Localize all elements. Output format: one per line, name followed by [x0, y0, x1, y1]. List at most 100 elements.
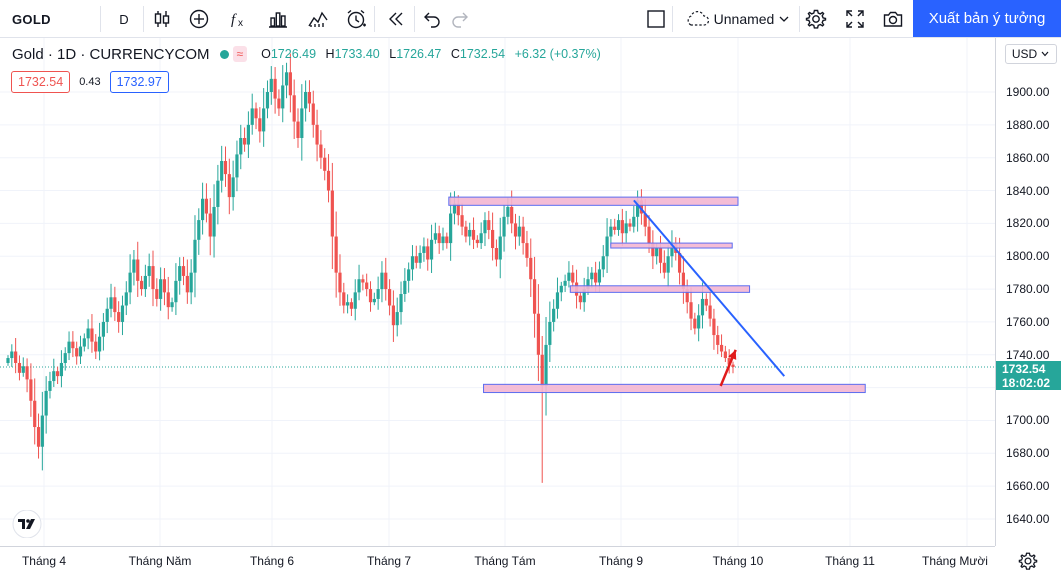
candle: [513, 213, 518, 250]
candle: [441, 227, 445, 251]
candle: [185, 259, 189, 304]
publish-idea-button[interactable]: Xuất bản ý tưởng: [913, 0, 1061, 37]
candle: [113, 286, 117, 321]
candle: [399, 281, 403, 325]
candle: [563, 274, 567, 293]
fullscreen-icon[interactable]: [842, 0, 868, 38]
chart-settings-icon[interactable]: [1016, 550, 1040, 572]
tradingview-logo[interactable]: [10, 510, 44, 538]
candle: [101, 313, 105, 351]
candle: [178, 257, 182, 295]
candle: [21, 357, 25, 377]
candle: [304, 80, 308, 122]
candle: [628, 218, 632, 232]
candle: [311, 90, 315, 138]
candle: [86, 319, 90, 350]
sell-price-button[interactable]: 1732.54: [11, 71, 71, 93]
candle: [52, 358, 56, 387]
candle: [109, 283, 113, 318]
candle: [262, 88, 266, 147]
bar-template-icon[interactable]: [265, 0, 291, 38]
candle: [254, 102, 258, 130]
candle: [36, 413, 41, 459]
candle: [124, 281, 128, 316]
candle: [365, 273, 369, 297]
candle: [548, 301, 552, 362]
candles-icon[interactable]: [149, 0, 175, 38]
chart-canvas[interactable]: [0, 38, 995, 546]
candle: [94, 334, 98, 360]
compare-icon[interactable]: [305, 0, 331, 38]
time-axis[interactable]: Tháng 4 Tháng Năm Tháng 6 Tháng 7 Tháng Tám T…: [0, 546, 995, 576]
interval-button[interactable]: D: [119, 11, 129, 27]
candle: [155, 278, 159, 307]
price-tick-label: 1780.00: [1006, 282, 1050, 297]
descending-trendline[interactable]: [633, 199, 786, 377]
candle: [517, 215, 521, 246]
candle: [128, 254, 132, 305]
candle: [552, 299, 556, 332]
candle: [330, 162, 334, 270]
candle: [685, 279, 689, 314]
candle: [555, 277, 560, 319]
price-tick-label: 1880.00: [1006, 117, 1050, 132]
candle: [666, 244, 670, 288]
legend-ohlc: O1726.49 H1733.40 L1726.47 C1732.54 +6.3…: [261, 47, 607, 61]
alert-clock-icon[interactable]: [343, 0, 369, 38]
candle: [464, 220, 468, 243]
layout-name-button[interactable]: Unnamed: [678, 0, 796, 38]
candle: [357, 264, 361, 301]
candle: [40, 391, 44, 471]
candle: [136, 241, 140, 297]
square-icon[interactable]: [643, 0, 669, 38]
open-value: 1726.49: [270, 47, 317, 61]
camera-icon[interactable]: [880, 0, 906, 38]
gear-icon[interactable]: [803, 0, 829, 38]
bounce-arrow[interactable]: [719, 349, 737, 387]
price-tick-label: 1660.00: [1006, 479, 1050, 494]
candle: [29, 363, 33, 417]
candle: [368, 281, 373, 312]
price-axis[interactable]: 1900.00 1880.00 1860.00 1840.00 1820.00 1800.…: [995, 38, 1061, 546]
candle: [582, 277, 586, 312]
candle: [193, 215, 197, 298]
candle: [639, 189, 644, 225]
toolbar-divider: [799, 6, 800, 32]
candle: [452, 191, 457, 225]
redo-icon[interactable]: [447, 0, 473, 38]
candle: [147, 253, 151, 287]
price-zone[interactable]: [483, 383, 866, 394]
candle: [56, 366, 60, 385]
symbol-search-button[interactable]: GOLD: [12, 11, 51, 27]
candle: [716, 325, 720, 355]
candle: [33, 378, 37, 445]
candle: [494, 239, 499, 267]
candle: [349, 298, 354, 317]
candle: [17, 355, 22, 381]
undo-icon[interactable]: [419, 0, 445, 38]
currency-selector[interactable]: USD: [1005, 44, 1057, 64]
candle: [326, 154, 331, 203]
candle: [525, 230, 529, 267]
candle: [25, 358, 29, 393]
candle: [212, 184, 216, 258]
candle: [719, 334, 724, 358]
legend-wave-badge[interactable]: ≈: [232, 46, 248, 62]
candle: [479, 222, 483, 250]
candle: [578, 291, 582, 310]
candle: [63, 347, 67, 371]
add-indicator-icon[interactable]: [186, 0, 212, 38]
price-zone[interactable]: [569, 285, 751, 293]
time-tick-label: Tháng 6: [249, 554, 295, 568]
candle: [372, 292, 376, 306]
buy-price-button[interactable]: 1732.97: [109, 71, 169, 93]
candle: [281, 65, 285, 123]
legend-symbol-title[interactable]: Gold · 1D · CURRENCYCOM: [12, 45, 210, 63]
price-zone[interactable]: [448, 196, 739, 206]
replay-icon[interactable]: [383, 0, 409, 38]
last-price-value: 1732.54: [1002, 362, 1046, 376]
chart-grid: [0, 38, 995, 546]
candle: [681, 256, 685, 304]
candle: [487, 210, 491, 240]
